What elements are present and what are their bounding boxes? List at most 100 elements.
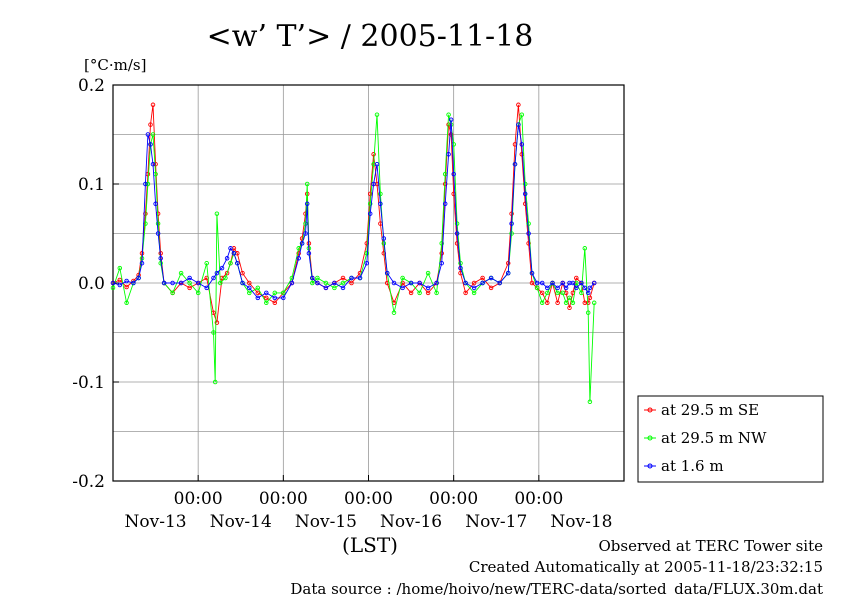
series-line (112, 104, 595, 323)
data-point (178, 270, 184, 276)
data-point (124, 300, 129, 306)
data-point (458, 265, 463, 271)
data-point (364, 260, 370, 266)
legend: at 29.5 m SE at 29.5 m NW at 1.6 m (637, 395, 824, 483)
data-point (582, 285, 588, 291)
data-point (505, 270, 511, 276)
data-point (585, 290, 591, 296)
data-point (567, 295, 572, 301)
data-point (570, 300, 576, 306)
data-point (296, 251, 301, 256)
x-tick-time-label: 00:00 (259, 489, 308, 509)
data-point (425, 285, 431, 291)
y-tick-label: 0.0 (78, 274, 105, 294)
data-point (349, 275, 354, 281)
footer-created: Created Automatically at 2005-11-18/23:3… (469, 558, 823, 576)
data-point (529, 280, 535, 286)
data-point (563, 300, 569, 306)
data-point (110, 285, 116, 291)
data-point (480, 280, 485, 286)
footer-source: Data source : /home/hoivo/new/TERC-data/… (290, 580, 823, 595)
data-point (408, 280, 414, 286)
data-point (315, 280, 320, 286)
data-point (195, 280, 201, 286)
series (110, 102, 597, 405)
data-point (512, 161, 518, 167)
data-point (446, 112, 451, 117)
data-point (391, 310, 397, 315)
data-point (148, 122, 153, 127)
data-point (187, 280, 192, 286)
data-point (555, 290, 560, 296)
data-point (446, 152, 451, 157)
legend-marker (647, 435, 653, 441)
data-point (434, 290, 439, 296)
data-point (310, 275, 315, 281)
data-point (117, 282, 123, 288)
data-point (516, 122, 521, 127)
data-point (289, 280, 295, 286)
data-point (480, 275, 485, 281)
data-point (509, 211, 514, 216)
data-point (471, 280, 477, 286)
data-point (516, 102, 521, 108)
legend-marker (647, 463, 653, 469)
data-point (264, 300, 269, 306)
footer-observed: Observed at TERC Tower site (598, 537, 823, 555)
data-point (371, 181, 376, 187)
data-point (212, 379, 218, 385)
y-tick-label: -0.2 (72, 472, 105, 492)
y-tick-label: -0.1 (72, 373, 105, 393)
data-point (560, 290, 565, 296)
data-point (231, 251, 237, 256)
y-tick-label: 0.1 (78, 175, 105, 195)
legend-label: at 1.6 m (661, 457, 724, 475)
data-point (153, 201, 158, 207)
data-point (374, 161, 380, 167)
data-point (315, 275, 320, 281)
data-point (204, 260, 209, 266)
data-point (143, 181, 148, 187)
data-point (579, 280, 584, 286)
x-axis: 00:00 00:00 00:00 00:00 00:00 Nov-13 Nov-14 Nov… (125, 475, 612, 532)
data-point (150, 161, 156, 167)
data-point (272, 295, 278, 301)
data-point (451, 171, 456, 177)
data-point (235, 260, 240, 266)
data-point (555, 300, 560, 306)
data-point (555, 285, 560, 291)
data-point (374, 112, 380, 117)
data-point (417, 290, 422, 296)
data-point (463, 280, 468, 286)
data-point (281, 290, 286, 296)
data-point (187, 285, 192, 291)
data-point (224, 270, 230, 276)
data-point (349, 280, 354, 286)
data-point (161, 280, 167, 286)
data-point (591, 300, 597, 306)
x-tick-date-label: Nov-15 (295, 512, 357, 532)
data-point (367, 191, 373, 197)
data-point (299, 241, 305, 246)
data-point (505, 260, 511, 266)
data-point (195, 290, 201, 296)
data-point (442, 201, 448, 207)
data-point (332, 285, 337, 291)
data-point (145, 181, 151, 187)
data-point (357, 275, 363, 281)
legend-box (637, 395, 824, 483)
data-point (587, 399, 593, 405)
data-point (211, 330, 216, 335)
data-point (136, 275, 141, 281)
data-point (488, 285, 494, 291)
data-point (131, 280, 136, 286)
data-point (563, 285, 569, 291)
data-point (255, 290, 261, 296)
data-point (381, 236, 387, 241)
data-point (139, 260, 145, 266)
data-point (281, 295, 286, 301)
data-point (391, 280, 397, 286)
series-2 (110, 112, 597, 405)
data-point (214, 270, 220, 276)
data-point (519, 112, 525, 117)
